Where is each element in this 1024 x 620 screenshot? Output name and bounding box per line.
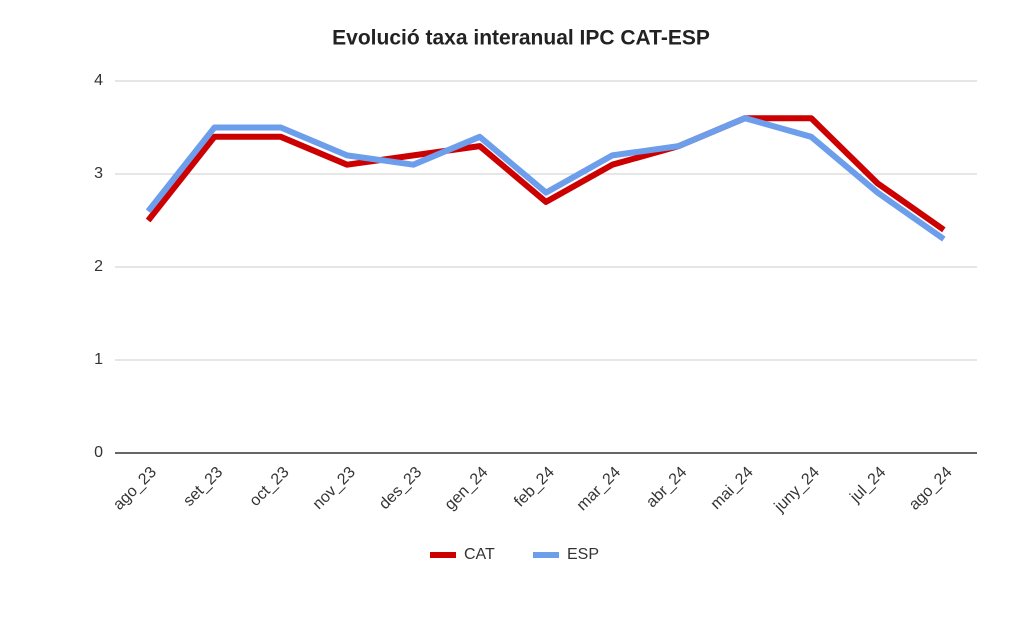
line-series xyxy=(145,115,946,233)
y-tick-label: 0 xyxy=(94,444,103,461)
chart-title: Evolució taxa interanual IPC CAT-ESP xyxy=(332,27,710,50)
legend-label: CAT xyxy=(464,546,495,563)
y-tick-label: 3 xyxy=(94,165,103,182)
y-tick-label: 4 xyxy=(94,72,103,89)
legend-label: ESP xyxy=(567,546,599,563)
y-tick-label: 1 xyxy=(94,351,103,368)
y-tick-label: 2 xyxy=(94,258,103,275)
line-series xyxy=(145,115,946,242)
